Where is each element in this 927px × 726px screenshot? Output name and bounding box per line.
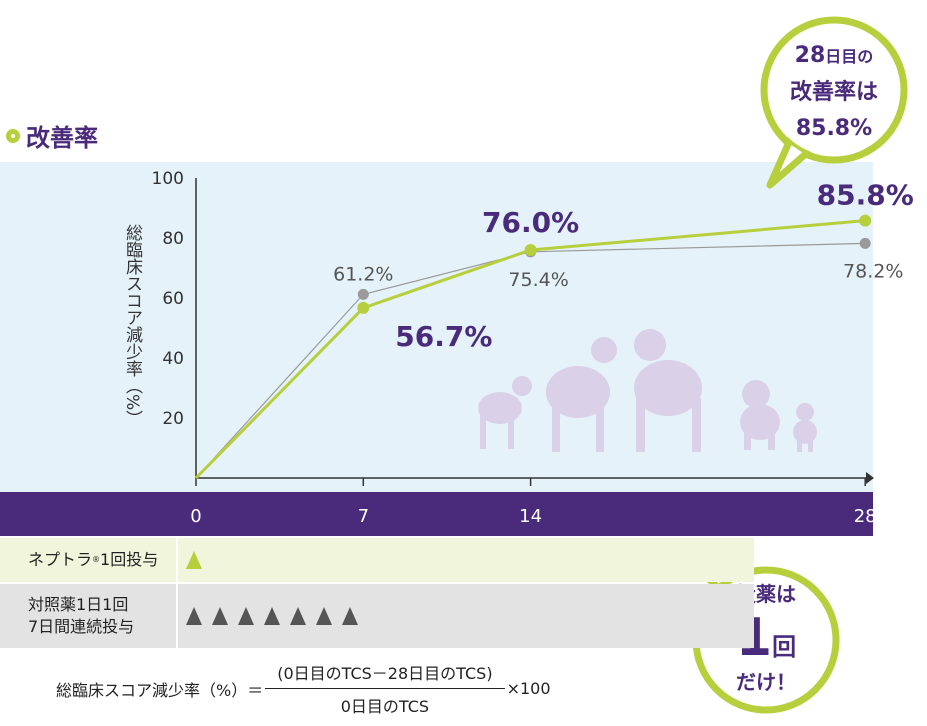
- dosing-row-control-label: 対照薬1日1回 7日間連続投与: [0, 584, 178, 648]
- callout-bottom-line3: だけ！: [736, 670, 796, 694]
- plot-background: [0, 162, 873, 492]
- y-axis-label: 総臨床スコア減少率（%）: [122, 224, 143, 427]
- x-tick-labels: 0 7 14 28: [190, 478, 877, 527]
- y-tick-label: 60: [162, 289, 184, 309]
- y-tick-label: 20: [162, 409, 184, 429]
- y-tick-label: 40: [162, 349, 184, 369]
- dog-silhouette-3: [634, 360, 702, 416]
- callout-top-day: 28: [794, 43, 826, 68]
- series-1-data-label: 76.0%: [482, 206, 579, 239]
- y-tick-label: 100: [152, 169, 184, 189]
- dosing-row-neptra: ネプトラ ® 1回投与: [0, 538, 754, 582]
- series-2-point: [357, 288, 369, 300]
- dose-mark-icon: [238, 607, 254, 625]
- callout-top-text: 28日目の 改善率は 85.8%: [764, 38, 904, 147]
- dose-mark-icon: [186, 551, 202, 569]
- dosing-row-neptra-label: ネプトラ ® 1回投与: [0, 538, 178, 582]
- formula-numerator: (0日目のTCS－28日目のTCS): [277, 664, 493, 683]
- series-2-point: [859, 237, 871, 249]
- dosing-row-control: 対照薬1日1回 7日間連続投与: [0, 584, 754, 648]
- dose-mark-icon: [212, 607, 228, 625]
- dog-silhouette-5: [793, 420, 817, 444]
- series-2-data-label: 78.2%: [843, 260, 903, 282]
- series-1-data-label: 56.7%: [395, 320, 492, 353]
- callout-top-bubble: [760, 16, 908, 189]
- series-1-point: [859, 214, 872, 227]
- formula-tail: ×100: [506, 679, 551, 698]
- callout-bottom-unit: 回: [772, 633, 797, 661]
- callout-top-day-suffix: 日目の: [825, 47, 874, 66]
- x-tick-label: 0: [190, 506, 201, 527]
- callout-top-line2: 改善率は: [789, 80, 878, 105]
- series-points: [357, 214, 872, 314]
- section-title-text: 改善率: [26, 124, 98, 152]
- x-axis-band: [0, 492, 873, 536]
- series-line-2: [195, 242, 866, 479]
- formula: 総臨床スコア減少率（%）＝ (0日目のTCS－28日目のTCS) 0日目のTCS…: [56, 660, 551, 717]
- series-1-point: [357, 301, 370, 314]
- series-1-point: [524, 244, 537, 256]
- dose-mark-icon: [186, 607, 202, 625]
- dosing-marks-control: [178, 607, 358, 625]
- ring-bullet-icon: [6, 128, 20, 143]
- series-line-1: [194, 219, 866, 480]
- formula-denominator: 0日目のTCS: [265, 688, 505, 717]
- series-data-labels: 61.2% 75.4% 78.2% 56.7% 76.0% 85.8%: [333, 179, 914, 353]
- dose-mark-icon: [290, 607, 306, 625]
- formula-lhs: 総臨床スコア減少率（%）＝: [56, 680, 264, 700]
- callout-top-value: 85.8%: [795, 116, 873, 141]
- y-tick-label: 80: [162, 229, 184, 249]
- formula-fraction: (0日目のTCS－28日目のTCS) 0日目のTCS: [265, 660, 505, 717]
- dog-silhouettes-decoration: [478, 329, 817, 452]
- dose-mark-icon: [316, 607, 332, 625]
- x-tick-label: 7: [358, 506, 369, 527]
- x-axis-arrow-icon: [866, 472, 874, 484]
- dosing-marks-neptra: [178, 551, 202, 569]
- x-tick-label: 14: [519, 506, 542, 527]
- series-lines: [194, 219, 866, 480]
- dose-mark-icon: [342, 607, 358, 625]
- y-tick-labels: 20 40 60 80 100: [152, 169, 184, 429]
- dog-silhouette-2: [546, 366, 610, 418]
- x-tick-label: 28: [854, 506, 877, 527]
- series-2-data-label: 61.2%: [333, 263, 393, 285]
- dose-mark-icon: [264, 607, 280, 625]
- section-title: 改善率: [6, 118, 98, 153]
- series-1-data-label: 85.8%: [817, 179, 914, 212]
- series-2-data-label: 75.4%: [508, 269, 568, 291]
